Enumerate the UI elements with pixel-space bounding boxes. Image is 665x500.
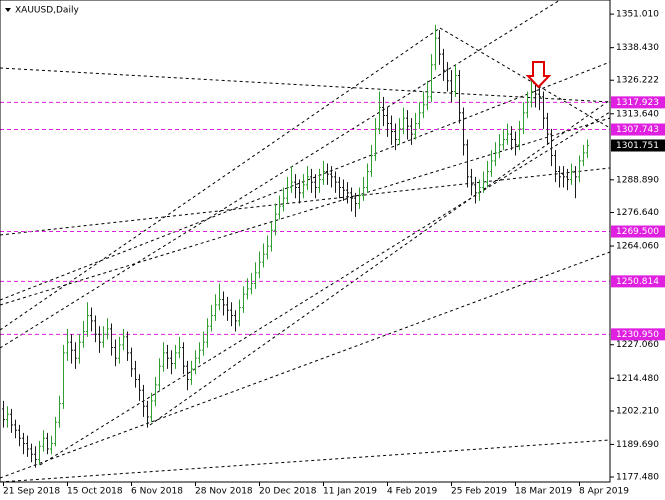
y-tick-label: 1276.640 (616, 208, 659, 218)
arrow-marker (525, 61, 552, 89)
trendlines (0, 0, 611, 483)
level-label: 1250.814 (616, 277, 659, 287)
x-tick-label: 11 Jan 2019 (323, 487, 377, 497)
x-tick-label: 15 Oct 2018 (67, 487, 123, 497)
y-tick-label: 1189.690 (616, 440, 659, 450)
level-label: 1317.923 (616, 98, 659, 108)
plot-frame (0, 0, 611, 483)
y-tick-label: 1313.640 (616, 109, 659, 119)
y-tick-label: 1288.890 (616, 175, 659, 185)
axes: 1351.010 1338.430 1326.222 1313.640 1288.890… (3, 10, 665, 497)
level-label: 1307.743 (616, 125, 659, 135)
y-tick-label: 1202.210 (616, 407, 659, 417)
x-tick-label: 20 Dec 2018 (259, 487, 317, 497)
x-tick-label: 25 Feb 2019 (451, 487, 507, 497)
level-label-box (611, 328, 665, 341)
level-label-box (611, 225, 665, 238)
x-tick-label: 4 Feb 2019 (387, 487, 438, 497)
trendline (439, 27, 611, 129)
x-tick-label: 18 Mar 2019 (515, 487, 572, 497)
bars (2, 24, 589, 468)
y-tick-label: 1214.480 (616, 374, 659, 384)
x-tick-label: 21 Sep 2018 (3, 487, 60, 497)
y-tick-label: 1338.430 (616, 43, 659, 53)
y-tick-label: 1351.010 (616, 10, 659, 20)
y-tick-label: 1264.060 (616, 242, 659, 252)
level-label: 1269.500 (616, 227, 659, 237)
trendline (0, 61, 611, 301)
chart-title: XAUUSD,Daily (15, 6, 79, 16)
trendline (149, 99, 611, 426)
trendline (0, 0, 561, 349)
trendline (39, 111, 611, 466)
x-tick-label: 28 Nov 2018 (195, 487, 253, 497)
y-tick-label: 1227.060 (616, 340, 659, 350)
current-price-label: 1301.751 (616, 141, 659, 151)
x-tick-label: 6 Nov 2018 (131, 487, 183, 497)
level-label-box (611, 275, 665, 288)
level-label-box (611, 96, 665, 109)
menu-triangle (5, 8, 11, 12)
y-tick-label: 1326.222 (616, 76, 659, 86)
trendline (0, 251, 611, 479)
trendline (0, 167, 611, 236)
level-label: 1230.950 (616, 330, 659, 340)
trendline (0, 117, 611, 306)
y-tick-label: 1177.480 (616, 472, 659, 482)
trendline (0, 27, 441, 331)
level-label-box (611, 123, 665, 136)
x-tick-label: 8 Apr 2019 (579, 487, 629, 497)
current-price-box (611, 139, 665, 152)
levels (0, 101, 610, 335)
